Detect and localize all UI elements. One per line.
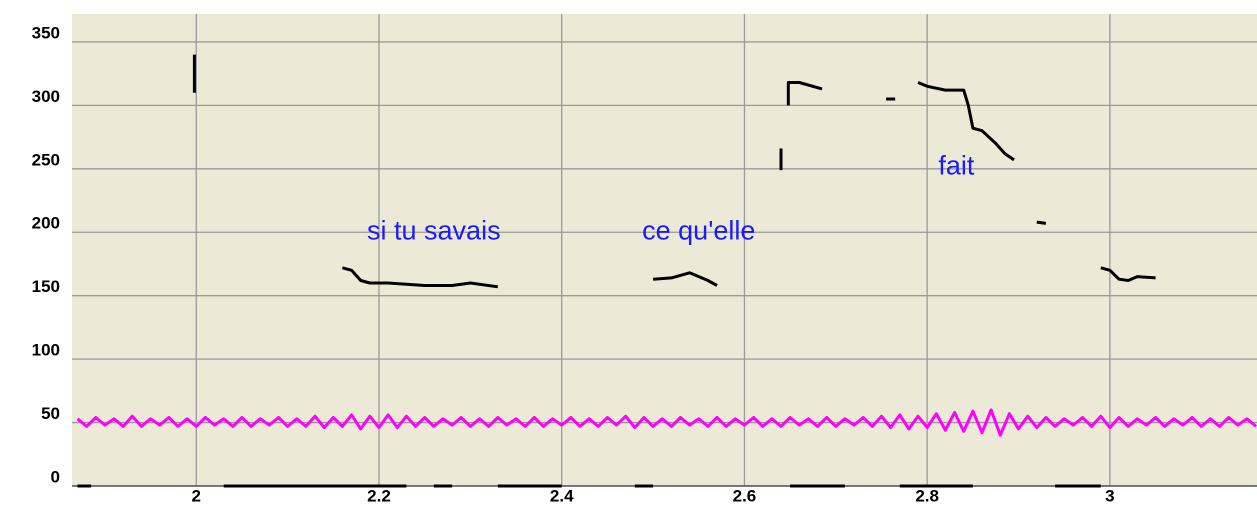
y-tick-label: 250 [32, 150, 60, 169]
x-tick-label: 2.8 [915, 486, 939, 505]
y-tick-label: 350 [32, 23, 60, 42]
y-tick-label: 50 [41, 404, 60, 423]
x-tick-label: 2 [192, 486, 201, 505]
x-tick-label: 2.4 [550, 486, 574, 505]
x-tick-label: 3 [1105, 486, 1114, 505]
y-tick-label: 0 [51, 467, 60, 486]
series-line [76, 408, 1257, 437]
x-tick-label: 2.2 [367, 486, 391, 505]
y-tick-label: 200 [32, 214, 60, 233]
y-tick-label: 100 [32, 341, 60, 360]
plot-background [72, 14, 1257, 486]
annotation: ce qu'elle [642, 215, 755, 245]
y-tick-label: 150 [32, 277, 60, 296]
annotation: fait [938, 151, 975, 181]
x-tick-label: 2.6 [733, 486, 757, 505]
annotation: si tu savais [367, 215, 501, 245]
series-line [192, 54, 1156, 289]
y-tick-label: 300 [32, 87, 60, 106]
